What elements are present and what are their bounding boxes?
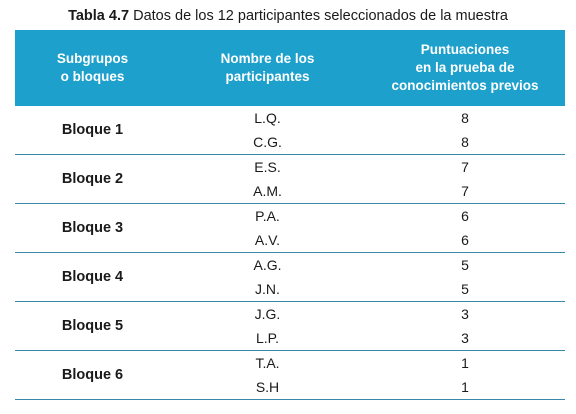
block-label: Bloque 3 (15, 203, 170, 253)
table-row: A.M. 7 (15, 179, 565, 204)
table-row: J.N. 5 (15, 277, 565, 302)
header-row: Subgrupos o bloques Nombre de los partic… (15, 30, 565, 106)
participant-name: E.S. (254, 159, 281, 175)
table-row: Bloque 5 J.G. 3 (15, 301, 565, 351)
block-label: Bloque 1 (15, 106, 170, 155)
participant-name: A.V. (170, 228, 365, 253)
participant-name: A.G. (253, 257, 282, 273)
block-label: Bloque 4 (15, 252, 170, 302)
table-row: Bloque 3 P.A. 6 (15, 203, 565, 253)
participant-name: J.N. (170, 277, 365, 302)
participant-score: 1 (461, 355, 469, 371)
participant-score: 3 (461, 306, 469, 322)
block-label: Bloque 2 (15, 154, 170, 204)
header-line: en la prueba de (415, 60, 515, 75)
participant-score: 8 (365, 130, 565, 155)
block-label: Bloque 5 (15, 301, 170, 351)
header-participant-names: Nombre de los participantes (170, 30, 365, 106)
header-scores: Puntuaciones en la prueba de conocimient… (365, 30, 565, 106)
table-number: Tabla 4.7 (68, 8, 130, 24)
header-line: Puntuaciones (420, 42, 510, 57)
participant-name: L.P. (170, 326, 365, 351)
table-title: Datos de los 12 participantes selecciona… (133, 8, 508, 24)
participant-name: P.A. (255, 208, 280, 224)
participant-score: 1 (365, 375, 565, 400)
header-line: Subgrupos (56, 51, 129, 66)
participant-score: 7 (461, 159, 469, 175)
participant-name: J.G. (254, 306, 281, 322)
participant-name: A.M. (170, 179, 365, 204)
participant-name: S.H (170, 375, 365, 400)
header-line: o bloques (60, 69, 125, 84)
participants-table: Subgrupos o bloques Nombre de los partic… (15, 30, 565, 400)
participant-score: 7 (365, 179, 565, 204)
participant-name: C.G. (170, 130, 365, 155)
block-label: Bloque 6 (15, 350, 170, 400)
participant-score: 6 (365, 228, 565, 253)
header-line: conocimientos previos (391, 78, 539, 93)
participant-score: 6 (461, 208, 469, 224)
table-row: Bloque 6 T.A. 1 (15, 350, 565, 400)
participant-score: 5 (365, 277, 565, 302)
table-row: A.V. 6 (15, 228, 565, 253)
header-line: participantes (225, 69, 310, 84)
participant-name: L.Q. (254, 110, 281, 126)
table-row: S.H 1 (15, 375, 565, 400)
participant-score: 3 (365, 326, 565, 351)
table-row: C.G. 8 (15, 130, 565, 155)
participant-score: 8 (461, 110, 469, 126)
table-caption: Tabla 4.7 Datos de los 12 participantes … (0, 8, 576, 24)
table-row: Bloque 4 A.G. 5 (15, 252, 565, 302)
table-row: Bloque 2 E.S. 7 (15, 154, 565, 204)
participant-score: 5 (461, 257, 469, 273)
header-line: Nombre de los (220, 51, 315, 66)
table-row: Bloque 1 L.Q. 8 (15, 106, 565, 155)
table-row: L.P. 3 (15, 326, 565, 351)
header-subgroups: Subgrupos o bloques (15, 30, 170, 106)
participant-name: T.A. (255, 355, 280, 371)
